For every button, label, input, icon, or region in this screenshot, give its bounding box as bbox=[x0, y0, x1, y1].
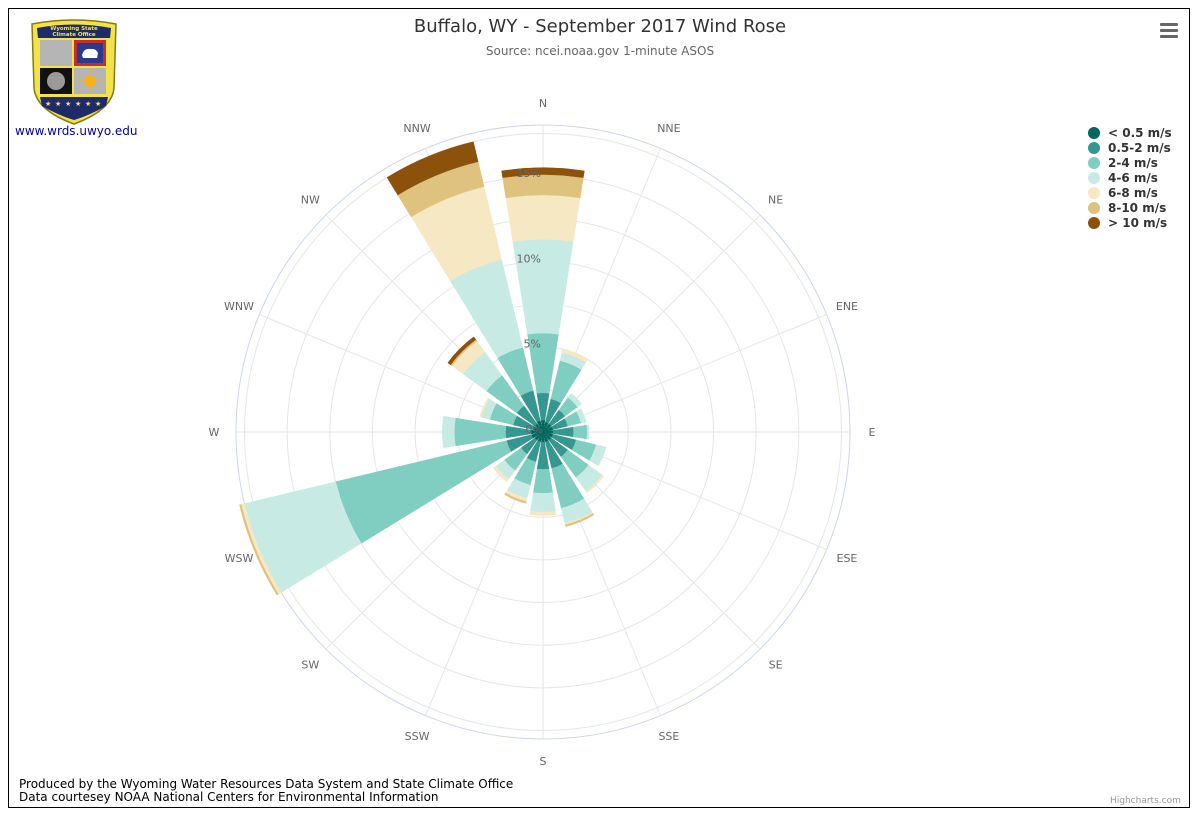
bar-n-series-5[interactable] bbox=[502, 174, 584, 199]
bar-w-series-2[interactable] bbox=[454, 417, 507, 447]
legend-dot-icon bbox=[1088, 126, 1100, 139]
direction-label-n: N bbox=[539, 97, 547, 110]
bar-wsw-series-5[interactable] bbox=[239, 504, 279, 596]
legend-dot-icon bbox=[1088, 156, 1100, 169]
svg-text:★: ★ bbox=[95, 100, 101, 108]
chart-title: Buffalo, WY - September 2017 Wind Rose bbox=[413, 16, 787, 37]
logo-text-line2: Climate Office bbox=[52, 32, 96, 38]
bar-n-series-4[interactable] bbox=[505, 194, 581, 242]
climate-office-logo: Wyoming State Climate Office ★ ★ ★ ★ ★ ★ bbox=[31, 19, 117, 125]
footer: Produced by the Wyoming Water Resources … bbox=[19, 778, 513, 804]
menu-line bbox=[1160, 35, 1178, 38]
legend-label: 8-10 m/s bbox=[1108, 200, 1167, 215]
direction-label-nw: NW bbox=[301, 193, 320, 206]
direction-label-se: SE bbox=[769, 659, 783, 672]
legend-label: 2-4 m/s bbox=[1108, 155, 1158, 170]
legend-label: 0.5-2 m/s bbox=[1108, 140, 1171, 155]
direction-label-wsw: WSW bbox=[225, 552, 254, 565]
bar-w-series-3[interactable] bbox=[442, 415, 456, 449]
svg-text:★: ★ bbox=[85, 100, 91, 108]
bar-s-series-2[interactable] bbox=[533, 468, 553, 494]
direction-label-ene: ENE bbox=[836, 300, 858, 313]
wind-rose-bars bbox=[239, 141, 607, 596]
bar-se-series-4[interactable] bbox=[585, 474, 605, 494]
chart-subtitle: Source: ncei.noaa.gov 1-minute ASOS bbox=[485, 44, 715, 58]
bar-s-series-3[interactable] bbox=[530, 492, 556, 513]
bar-sw-series-4[interactable] bbox=[492, 465, 510, 483]
bar-n-series-6[interactable] bbox=[501, 167, 585, 178]
legend-label: 4-6 m/s bbox=[1108, 170, 1158, 185]
direction-label-e: E bbox=[869, 426, 876, 439]
legend-dot-icon bbox=[1088, 201, 1100, 214]
bar-sse-series-5[interactable] bbox=[564, 513, 595, 527]
logo-text-line1: Wyoming State bbox=[50, 26, 98, 32]
radial-tick-label: 0% bbox=[526, 423, 543, 436]
direction-label-wnw: WNW bbox=[224, 300, 254, 313]
direction-label-s: S bbox=[540, 755, 547, 768]
chart-frame bbox=[8, 8, 1190, 808]
direction-labels: N NNE NE ENE E ESE SE SSE S SSW SW WSW W WNW NW NNW bbox=[209, 97, 876, 768]
legend-item[interactable]: 6-8 m/s bbox=[1088, 185, 1172, 200]
radial-tick-labels: 0% 5% 10% 15% bbox=[517, 167, 543, 436]
bar-ene-series-3[interactable] bbox=[576, 408, 587, 424]
bar-wsw-series-2[interactable] bbox=[335, 440, 512, 544]
bar-nne-series-4[interactable] bbox=[561, 348, 588, 363]
direction-label-ese: ESE bbox=[837, 552, 858, 565]
bar-ese-series-3[interactable] bbox=[589, 444, 607, 467]
bar-e-series-3[interactable] bbox=[586, 424, 590, 440]
legend-item[interactable]: 2-4 m/s bbox=[1088, 155, 1172, 170]
direction-label-sw: SW bbox=[301, 659, 319, 672]
legend-dot-icon bbox=[1088, 141, 1100, 154]
legend-label: > 10 m/s bbox=[1108, 215, 1168, 230]
direction-label-ne: NE bbox=[768, 193, 783, 206]
footer-line-2: Data courtesey NOAA National Centers for… bbox=[19, 790, 439, 804]
direction-label-w: W bbox=[209, 426, 220, 439]
svg-text:★: ★ bbox=[55, 100, 61, 108]
polar-grid bbox=[235, 124, 851, 740]
grid-spoke bbox=[542, 214, 761, 433]
direction-label-sse: SSE bbox=[658, 730, 679, 743]
bar-ne-series-3[interactable] bbox=[567, 393, 582, 408]
legend-dot-icon bbox=[1088, 216, 1100, 229]
legend-item[interactable]: > 10 m/s bbox=[1088, 215, 1172, 230]
bar-nw-series-6[interactable] bbox=[447, 336, 477, 366]
direction-label-nnw: NNW bbox=[403, 122, 430, 135]
legend: < 0.5 m/s 0.5-2 m/s 2-4 m/s 4-6 m/s 6-8 m/s 8… bbox=[1088, 125, 1172, 230]
bar-wnw-series-4[interactable] bbox=[479, 397, 490, 418]
legend-label: < 0.5 m/s bbox=[1108, 125, 1172, 140]
menu-line bbox=[1160, 29, 1178, 32]
credits-link[interactable]: Highcharts.com bbox=[1110, 796, 1181, 806]
legend-label: 6-8 m/s bbox=[1108, 185, 1158, 200]
footer-line-1: Produced by the Wyoming Water Resources … bbox=[19, 777, 514, 791]
svg-text:★: ★ bbox=[75, 100, 81, 108]
direction-label-ssw: SSW bbox=[405, 730, 430, 743]
bar-s-series-4[interactable] bbox=[529, 510, 557, 516]
svg-text:★: ★ bbox=[45, 100, 51, 108]
menu-line bbox=[1160, 23, 1178, 26]
radial-tick-label: 5% bbox=[524, 338, 541, 351]
legend-item[interactable]: 8-10 m/s bbox=[1088, 200, 1172, 215]
bar-ssw-series-5[interactable] bbox=[504, 492, 527, 504]
legend-dot-icon bbox=[1088, 171, 1100, 184]
legend-item[interactable]: < 0.5 m/s bbox=[1088, 125, 1172, 140]
legend-item[interactable]: 4-6 m/s bbox=[1088, 170, 1172, 185]
bar-nnw-series-6[interactable] bbox=[386, 141, 479, 196]
direction-label-nne: NNE bbox=[657, 122, 680, 135]
site-link[interactable]: www.wrds.uwyo.edu bbox=[15, 124, 138, 138]
radial-tick-label: 15% bbox=[517, 167, 541, 180]
hamburger-menu-icon[interactable] bbox=[1156, 20, 1182, 42]
legend-item[interactable]: 0.5-2 m/s bbox=[1088, 140, 1172, 155]
svg-text:★: ★ bbox=[65, 100, 71, 108]
radial-tick-label: 10% bbox=[517, 252, 541, 265]
legend-dot-icon bbox=[1088, 186, 1100, 199]
bar-e-series-2[interactable] bbox=[573, 424, 588, 440]
grid-spoke bbox=[542, 314, 827, 433]
